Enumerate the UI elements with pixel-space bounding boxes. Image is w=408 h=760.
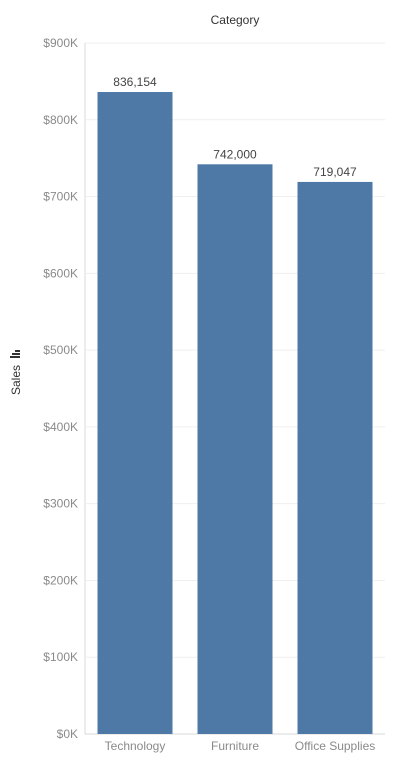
bars (97, 92, 373, 735)
y-tick-label: $300K (43, 497, 78, 511)
y-tick-label: $700K (43, 190, 78, 204)
y-tick-label: $600K (43, 266, 78, 280)
bar-furniture[interactable] (197, 164, 273, 734)
x-axis: Technology Furniture Office Supplies (105, 739, 376, 753)
y-axis: $0K $100K $200K $300K $400K $500K $600K $700K $8… (43, 36, 78, 741)
x-category-label[interactable]: Furniture (211, 739, 259, 753)
data-label: 719,047 (313, 165, 357, 179)
sort-descending-icon[interactable] (10, 350, 20, 358)
bar-office-supplies[interactable] (297, 181, 373, 734)
y-tick-label: $900K (43, 36, 78, 50)
y-tick-label: $500K (43, 343, 78, 357)
y-axis-title: Sales (9, 350, 23, 395)
y-tick-label: $100K (43, 650, 78, 664)
column-header: Category (211, 13, 260, 27)
x-category-label[interactable]: Technology (105, 739, 166, 753)
y-tick-label: $0K (57, 727, 78, 741)
data-label: 836,154 (113, 75, 157, 89)
y-axis-label: Sales (9, 365, 23, 395)
x-category-label[interactable]: Office Supplies (295, 739, 376, 753)
data-labels: 836,154 742,000 719,047 (113, 75, 357, 179)
y-tick-label: $400K (43, 420, 78, 434)
y-tick-label: $800K (43, 113, 78, 127)
bar-technology[interactable] (97, 92, 173, 735)
data-label: 742,000 (213, 147, 257, 161)
y-tick-label: $200K (43, 573, 78, 587)
